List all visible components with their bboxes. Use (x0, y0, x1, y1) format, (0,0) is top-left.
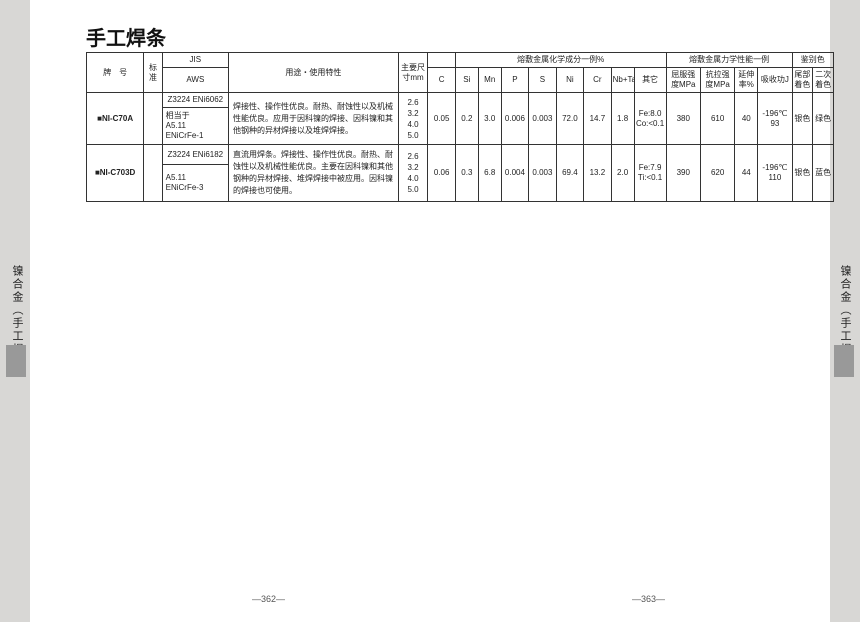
cell-usage: 直流用焊条。焊接性、操作性优良。耐热、耐蚀性以及机械性能优良。主要在因科镍和其他… (229, 145, 399, 202)
th-ni: Ni (556, 68, 583, 93)
th-p: P (501, 68, 528, 93)
cell-nbta: 2.0 (611, 145, 634, 202)
cell-impact: -196℃93 (758, 93, 792, 145)
cell-aws: 相当于 A5.11 ENiCrFe-1 (162, 108, 228, 145)
cell-s: 0.003 (529, 145, 556, 202)
cell-impact: -196℃110 (758, 145, 792, 202)
cell-p: 0.004 (501, 145, 528, 202)
th-s: S (529, 68, 556, 93)
th-ident: 鉴别色 (792, 53, 833, 68)
cell-mn: 6.8 (478, 145, 501, 202)
cell-std-blank (144, 145, 162, 202)
cell-other: Fe:7.9 Ti:<0.1 (634, 145, 666, 202)
cell-jis: Z3224 ENi6182 (162, 145, 228, 165)
cell-si: 0.3 (455, 145, 478, 202)
th-seccolor: 二次着色 (813, 68, 834, 93)
th-grade: 牌 号 (87, 53, 144, 93)
cell-p: 0.006 (501, 93, 528, 145)
th-si: Si (455, 68, 478, 93)
page-number-right: —363— (632, 594, 665, 604)
side-tab-right (834, 345, 854, 377)
cell-s: 0.003 (529, 93, 556, 145)
table-container: 牌 号 标准 JIS 用途・使用特性 主要尺寸mm 熔敷金属化学成分一例% 熔敷… (86, 52, 834, 202)
cell-ys: 380 (666, 93, 700, 145)
th-std: 标准 (144, 53, 162, 93)
cell-sizes: 2.63.24.05.0 (398, 145, 428, 202)
page-title: 手工焊条 (86, 22, 166, 51)
th-size: 主要尺寸mm (398, 53, 428, 93)
welding-rods-table: 牌 号 标准 JIS 用途・使用特性 主要尺寸mm 熔敷金属化学成分一例% 熔敷… (86, 52, 834, 202)
cell-ni: 72.0 (556, 93, 583, 145)
cell-nbta: 1.8 (611, 93, 634, 145)
cell-aws1: A5.11 (166, 121, 186, 130)
th-impact: 吸收功J (758, 68, 792, 93)
cell-ni: 69.4 (556, 145, 583, 202)
cell-cr: 13.2 (584, 145, 611, 202)
table-header-row2: AWS C Si Mn P S Ni Cr Nb+Ta 其它 屈服强度MPa 抗… (87, 68, 834, 93)
table-row: ■NI-C70A Z3224 ENi6062 焊接性、操作性优良。耐热、耐蚀性以… (87, 93, 834, 108)
cell-ts: 610 (700, 93, 734, 145)
cell-c: 0.05 (428, 93, 455, 145)
cell-sizes: 2.63.24.05.0 (398, 93, 428, 145)
cell-grade: ■NI-C703D (87, 145, 144, 202)
th-cr: Cr (584, 68, 611, 93)
th-endcolor: 尾部着色 (792, 68, 813, 93)
cell-aws-pre: 相当于 (166, 111, 190, 120)
th-el: 延伸率% (735, 68, 758, 93)
cell-seccolor: 蓝色 (813, 145, 834, 202)
cell-el: 44 (735, 145, 758, 202)
cell-c: 0.06 (428, 145, 455, 202)
cell-std-blank (144, 93, 162, 145)
th-aws: AWS (162, 68, 228, 93)
cell-aws1: A5.11 (166, 173, 186, 182)
th-ts: 抗拉强度MPa (700, 68, 734, 93)
th-nbta: Nb+Ta (611, 68, 634, 93)
cell-si: 0.2 (455, 93, 478, 145)
cell-ys: 390 (666, 145, 700, 202)
cell-aws2: ENiCrFe-1 (166, 131, 204, 140)
cell-aws: A5.11 ENiCrFe-3 (162, 165, 228, 202)
th-chem-blank (428, 53, 455, 68)
side-tab-left (6, 345, 26, 377)
th-mech: 熔敷金属力学性能一例 (666, 53, 792, 68)
th-ys: 屈服强度MPa (666, 68, 700, 93)
th-usage: 用途・使用特性 (229, 53, 399, 93)
cell-endcolor: 银色 (792, 145, 813, 202)
table-header-row: 牌 号 标准 JIS 用途・使用特性 主要尺寸mm 熔敷金属化学成分一例% 熔敷… (87, 53, 834, 68)
th-c: C (428, 68, 455, 93)
cell-cr: 14.7 (584, 93, 611, 145)
cell-grade: ■NI-C70A (87, 93, 144, 145)
th-mn: Mn (478, 68, 501, 93)
cell-endcolor: 银色 (792, 93, 813, 145)
cell-el: 40 (735, 93, 758, 145)
th-chem: 熔敷金属化学成分一例% (455, 53, 666, 68)
cell-usage: 焊接性、操作性优良。耐热、耐蚀性以及机械性能优良。应用于因科镍的焊接、因科镍和其… (229, 93, 399, 145)
cell-ts: 620 (700, 145, 734, 202)
cell-other: Fe:8.0 Co:<0.1 (634, 93, 666, 145)
th-other: 其它 (634, 68, 666, 93)
cell-seccolor: 绿色 (813, 93, 834, 145)
table-row: ■NI-C703D Z3224 ENi6182 直流用焊条。焊接性、操作性优良。… (87, 145, 834, 165)
th-jis: JIS (162, 53, 228, 68)
cell-jis: Z3224 ENi6062 (162, 93, 228, 108)
page-area: 手工焊条 牌 号 标准 JIS 用途・使用特性 主要尺寸mm 熔敷金属化学成分一… (30, 0, 830, 622)
cell-aws2: ENiCrFe-3 (166, 183, 204, 192)
cell-mn: 3.0 (478, 93, 501, 145)
page-number-left: —362— (252, 594, 285, 604)
